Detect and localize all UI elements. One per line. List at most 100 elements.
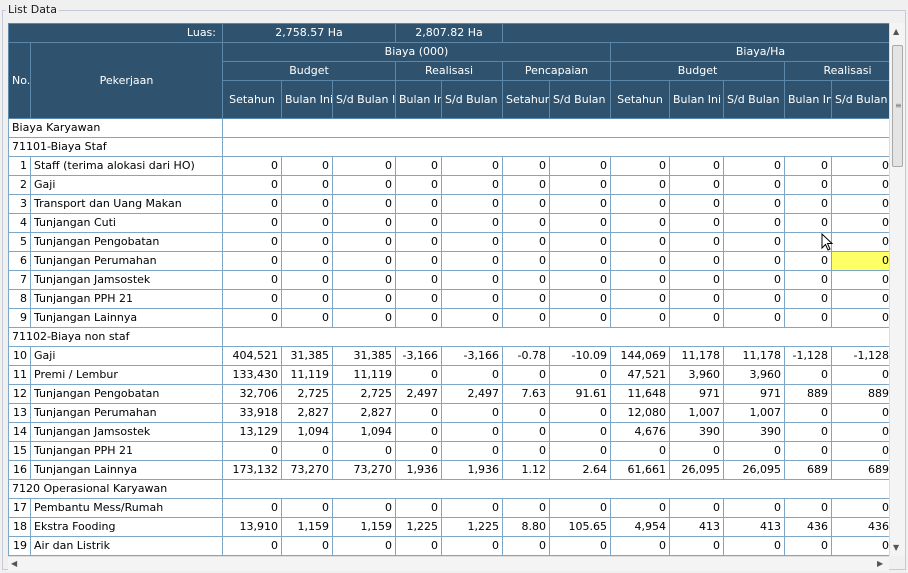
cell-value[interactable]: 0: [549, 308, 612, 328]
cell-value[interactable]: 0: [723, 251, 786, 271]
table-row[interactable]: 12 Tunjangan Pengobatan 32,706 2,725 2,725 2,…: [8, 384, 889, 404]
cell-value[interactable]: 33,918: [222, 403, 282, 423]
col-header-setahun[interactable]: Setahun: [610, 80, 671, 119]
cell-value[interactable]: 0: [502, 308, 551, 328]
cell-value[interactable]: 436: [831, 517, 889, 537]
table-row[interactable]: 10 Gaji 404,521 31,385 31,385 -3,166 -3,166 -0.…: [8, 346, 889, 366]
cell-value[interactable]: 1,159: [331, 517, 397, 537]
cell-value[interactable]: 0: [610, 232, 671, 252]
cell-value[interactable]: 0: [610, 536, 671, 556]
section-row[interactable]: 71101-Biaya Staf: [8, 137, 889, 157]
cell-value[interactable]: 0: [441, 403, 504, 423]
cell-value[interactable]: 3,960: [669, 365, 725, 385]
cell-value[interactable]: 0: [222, 270, 282, 290]
cell-value[interactable]: 0: [441, 498, 504, 518]
cell-value[interactable]: 971: [723, 384, 786, 404]
table-row[interactable]: 13 Tunjangan Perumahan 33,918 2,827 2,827 0 0 0…: [8, 403, 889, 423]
cell-value[interactable]: 0: [723, 175, 786, 195]
cell-value[interactable]: 0: [831, 194, 889, 214]
cell-value[interactable]: 2,497: [395, 384, 443, 404]
cell-value[interactable]: 0: [784, 213, 833, 233]
cell-value[interactable]: 0: [784, 536, 833, 556]
scrollbar-thumb[interactable]: ≡: [892, 45, 903, 167]
col-header-sd-bulan-ini[interactable]: S/d Bulan Ini: [441, 80, 504, 119]
row-pekerjaan[interactable]: Tunjangan Perumahan: [30, 251, 223, 271]
cell-value[interactable]: 0: [502, 536, 551, 556]
cell-value[interactable]: 0: [610, 251, 671, 271]
cell-value[interactable]: 0: [441, 441, 504, 461]
cell-value[interactable]: 0: [395, 365, 443, 385]
cell-value[interactable]: 0: [549, 213, 612, 233]
table-row[interactable]: 17 Pembantu Mess/Rumah 0 0 0 0 0 0 0 0 0 0 0 0: [8, 498, 889, 518]
cell-value[interactable]: 0: [222, 441, 282, 461]
cell-value[interactable]: 689: [784, 460, 833, 480]
cell-value[interactable]: 0: [395, 232, 443, 252]
cell-value[interactable]: 4,676: [610, 422, 671, 442]
table-row[interactable]: 1 Staff (terima alokasi dari HO) 0 0 0 0 0 0 0 0 0…: [8, 156, 889, 176]
cell-value[interactable]: 1,936: [441, 460, 504, 480]
col-header-pekerjaan[interactable]: Pekerjaan: [30, 42, 223, 119]
cell-value[interactable]: 0: [222, 194, 282, 214]
cell-value[interactable]: 0: [784, 498, 833, 518]
cell-value[interactable]: 0: [549, 156, 612, 176]
cell-value[interactable]: 0: [395, 251, 443, 271]
cell-value[interactable]: 0: [502, 251, 551, 271]
cell-value[interactable]: 0: [281, 441, 333, 461]
cell-value[interactable]: 0: [222, 232, 282, 252]
table-row[interactable]: 3 Transport dan Uang Makan 0 0 0 0 0 0 0 0 0 0 0 0: [8, 194, 889, 214]
cell-value[interactable]: 0: [723, 498, 786, 518]
cell-value[interactable]: 0: [222, 213, 282, 233]
col-header-sd-bulan-ini[interactable]: S/d Bulan Ini: [549, 80, 612, 119]
cell-value[interactable]: 0: [723, 232, 786, 252]
cell-value[interactable]: 0: [784, 251, 833, 271]
cell-value[interactable]: 0: [831, 422, 889, 442]
cell-value[interactable]: 413: [669, 517, 725, 537]
row-pekerjaan[interactable]: Tunjangan PPH 21: [30, 289, 223, 309]
cell-value[interactable]: 0: [222, 498, 282, 518]
cell-value[interactable]: 0: [281, 308, 333, 328]
table-row[interactable]: 16 Tunjangan Lainnya 173,132 73,270 73,270 1,…: [8, 460, 889, 480]
cell-value[interactable]: 0: [395, 422, 443, 442]
cell-value[interactable]: 4,954: [610, 517, 671, 537]
table-row[interactable]: 9 Tunjangan Lainnya 0 0 0 0 0 0 0 0 0 0 0 0: [8, 308, 889, 328]
cell-value[interactable]: 0: [784, 422, 833, 442]
cell-value[interactable]: 8.80: [502, 517, 551, 537]
col-header-no[interactable]: No.: [8, 42, 31, 119]
section-row[interactable]: Biaya Karyawan: [8, 118, 889, 138]
cell-value[interactable]: 0: [723, 213, 786, 233]
table-row[interactable]: 7 Tunjangan Jamsostek 0 0 0 0 0 0 0 0 0 0 0 0: [8, 270, 889, 290]
cell-value[interactable]: 1,159: [281, 517, 333, 537]
row-pekerjaan[interactable]: Tunjangan Lainnya: [30, 308, 223, 328]
cell-value[interactable]: 0: [441, 270, 504, 290]
cell-value[interactable]: 0: [441, 213, 504, 233]
cell-value[interactable]: 0: [331, 232, 397, 252]
cell-value[interactable]: 0: [610, 270, 671, 290]
cell-value[interactable]: 0: [441, 232, 504, 252]
cell-value[interactable]: 0: [784, 403, 833, 423]
cell-value[interactable]: 0: [502, 498, 551, 518]
cell-value[interactable]: -1,128: [784, 346, 833, 366]
cell-value[interactable]: 2,827: [331, 403, 397, 423]
table-row[interactable]: 8 Tunjangan PPH 21 0 0 0 0 0 0 0 0 0 0 0 0: [8, 289, 889, 309]
cell-value[interactable]: 0: [784, 441, 833, 461]
cell-value[interactable]: 0: [784, 175, 833, 195]
cell-value[interactable]: 0: [610, 289, 671, 309]
cell-value[interactable]: 0: [331, 194, 397, 214]
cell-value[interactable]: 0: [395, 213, 443, 233]
cell-value[interactable]: 0: [331, 175, 397, 195]
row-pekerjaan[interactable]: Pembantu Mess/Rumah: [30, 498, 223, 518]
cell-value[interactable]: 0: [281, 270, 333, 290]
cell-value[interactable]: 0: [441, 365, 504, 385]
cell-value[interactable]: 0: [331, 270, 397, 290]
cell-value[interactable]: 0: [723, 194, 786, 214]
cell-value[interactable]: 0: [831, 289, 889, 309]
cell-value[interactable]: 2,725: [331, 384, 397, 404]
cell-value[interactable]: 47,521: [610, 365, 671, 385]
cell-value[interactable]: 0: [831, 536, 889, 556]
cell-value[interactable]: 0: [549, 289, 612, 309]
cell-value[interactable]: 0: [331, 156, 397, 176]
cell-value[interactable]: 0: [831, 498, 889, 518]
row-pekerjaan[interactable]: Premi / Lembur: [30, 365, 223, 385]
cell-value[interactable]: 0: [669, 194, 725, 214]
cell-value[interactable]: 0: [669, 175, 725, 195]
